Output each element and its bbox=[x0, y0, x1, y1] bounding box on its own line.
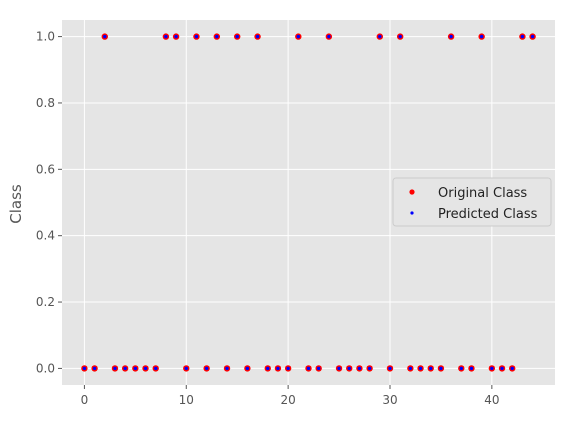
legend: Original Class Predicted Class bbox=[392, 177, 552, 227]
legend-marker-predicted bbox=[410, 211, 414, 215]
predicted-class-point bbox=[123, 366, 127, 371]
predicted-class-point bbox=[378, 34, 382, 39]
data-points bbox=[81, 33, 536, 372]
predicted-class-point bbox=[82, 366, 87, 371]
predicted-class-point bbox=[184, 366, 188, 371]
predicted-class-point bbox=[194, 34, 199, 39]
y-tick-label: 1.0 bbox=[36, 30, 55, 44]
predicted-class-point bbox=[316, 366, 321, 371]
predicted-class-point bbox=[245, 366, 250, 371]
predicted-class-point bbox=[103, 34, 107, 39]
x-tick-label: 0 bbox=[81, 393, 89, 407]
predicted-class-point bbox=[500, 366, 504, 371]
legend-box bbox=[392, 177, 552, 227]
x-tick-label: 10 bbox=[179, 393, 194, 407]
predicted-class-point bbox=[154, 366, 158, 371]
x-tick-label: 20 bbox=[280, 393, 295, 407]
predicted-class-point bbox=[296, 34, 301, 39]
predicted-class-point bbox=[408, 366, 413, 371]
predicted-class-point bbox=[204, 366, 209, 371]
predicted-class-point bbox=[235, 34, 239, 39]
predicted-class-point bbox=[327, 34, 331, 39]
y-tick-label: 0.4 bbox=[36, 229, 55, 243]
predicted-class-point bbox=[164, 34, 168, 39]
predicted-class-point bbox=[286, 366, 290, 371]
predicted-class-point bbox=[520, 34, 525, 39]
predicted-class-point bbox=[449, 34, 453, 39]
predicted-class-point bbox=[367, 366, 372, 371]
grid-lines bbox=[62, 20, 555, 385]
predicted-class-point bbox=[510, 366, 514, 371]
predicted-class-point bbox=[225, 366, 229, 371]
predicted-class-point bbox=[439, 366, 443, 371]
predicted-class-point bbox=[266, 366, 270, 371]
predicted-class-point bbox=[357, 366, 362, 371]
predicted-class-point bbox=[490, 366, 494, 371]
y-tick-label: 0.6 bbox=[36, 162, 55, 176]
predicted-class-point bbox=[143, 366, 148, 371]
predicted-class-point bbox=[215, 34, 219, 39]
predicted-class-point bbox=[337, 366, 341, 371]
predicted-class-point bbox=[347, 366, 351, 371]
predicted-class-point bbox=[113, 366, 117, 371]
predicted-class-point bbox=[459, 366, 463, 371]
predicted-class-point bbox=[255, 34, 260, 39]
y-axis-ticks: 0.0 0.2 0.4 0.6 0.8 1.0 bbox=[36, 30, 62, 375]
predicted-class-point bbox=[276, 366, 280, 371]
y-tick-label: 0.2 bbox=[36, 295, 55, 309]
predicted-class-point bbox=[530, 34, 535, 39]
predicted-class-point bbox=[174, 34, 178, 39]
predicted-class-point bbox=[469, 366, 474, 371]
x-tick-label: 30 bbox=[382, 393, 397, 407]
y-tick-label: 0.0 bbox=[36, 361, 55, 375]
legend-marker-original bbox=[409, 189, 415, 195]
predicted-class-point bbox=[479, 34, 484, 39]
legend-label-original: Original Class bbox=[438, 186, 527, 201]
predicted-class-point bbox=[418, 366, 423, 371]
predicted-class-point bbox=[306, 366, 311, 371]
y-tick-label: 0.8 bbox=[36, 96, 55, 110]
y-axis-label: Class bbox=[7, 184, 25, 224]
predicted-class-point bbox=[388, 366, 392, 371]
predicted-class-point bbox=[429, 366, 433, 371]
x-axis-ticks: 0 10 20 30 40 bbox=[81, 385, 499, 407]
legend-label-predicted: Predicted Class bbox=[438, 207, 538, 222]
predicted-class-point bbox=[92, 366, 97, 371]
predicted-class-point bbox=[398, 34, 402, 39]
predicted-class-point bbox=[133, 366, 138, 371]
x-tick-label: 40 bbox=[484, 393, 499, 407]
